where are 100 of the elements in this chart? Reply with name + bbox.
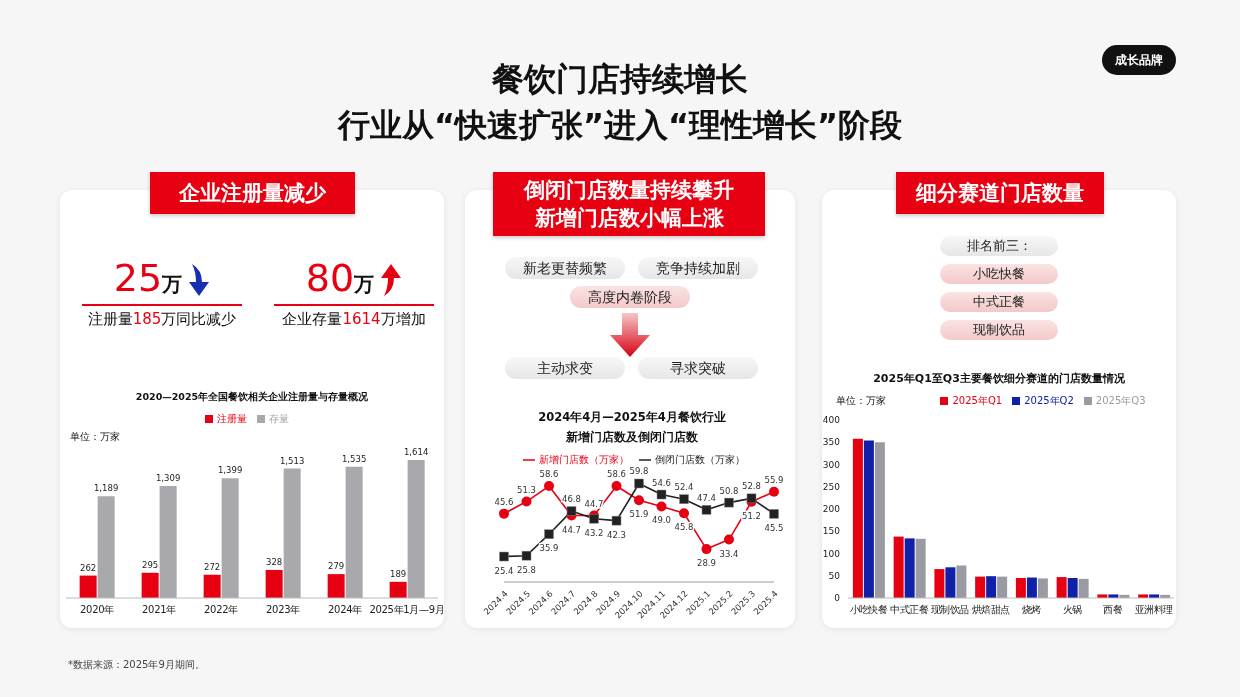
point (634, 495, 644, 506)
x-tick-label: 火锅 (1062, 604, 1083, 616)
chart-title: 2024年4月—2025年4月餐饮行业 (537, 409, 727, 426)
bar (874, 442, 885, 598)
bar (863, 440, 874, 598)
bar (904, 538, 915, 598)
bar (265, 569, 283, 598)
text: 单位：万家 (836, 394, 886, 408)
text: 现制饮品 (940, 320, 1058, 340)
data-label: 262 (80, 562, 97, 573)
legend-label: 2025年Q1 (952, 395, 1003, 406)
data-label: 1,309 (155, 473, 181, 484)
legend-label: 倒闭门店数（万家） (655, 454, 745, 465)
chart-title: 2020—2025年全国餐饮相关企业注册量与存量概况 (134, 390, 370, 404)
data-label: 47.4 (697, 492, 716, 503)
bar (1078, 578, 1089, 598)
text: 行业从“快速扩张”进入“理性增长”阶段 (336, 105, 904, 146)
data-label: 189 (390, 568, 407, 579)
text: 高度内卷阶段 (570, 286, 690, 308)
point (521, 496, 532, 507)
x-tick-label: 亚洲料理 (1134, 604, 1174, 616)
x-tick-label: 烧烤 (1021, 604, 1042, 616)
bar (945, 567, 956, 598)
x-tick-label: 中式正餐 (890, 604, 929, 616)
text: 倒闭门店数量持续攀升 (522, 177, 735, 204)
data-label: 46.8 (562, 494, 581, 505)
y-tick-label: 100 (822, 548, 841, 559)
point (724, 497, 734, 508)
data-label: 45.6 (494, 496, 514, 507)
data-label: 45.5 (764, 522, 784, 533)
data-label: 42.3 (607, 529, 626, 540)
bar (852, 438, 863, 598)
bar (97, 496, 115, 598)
text: *数据来源：2025年9月期间。 (68, 658, 205, 672)
data-label: 52.8 (742, 481, 761, 492)
data-label: 50.8 (719, 485, 739, 496)
legend-label: 2025年Q3 (1095, 395, 1146, 406)
bar (79, 575, 97, 598)
data-label: 58.6 (607, 469, 626, 480)
bar (159, 486, 177, 598)
data-label: 59.8 (629, 466, 649, 477)
point (611, 481, 622, 492)
bar (1015, 577, 1026, 598)
x-tick-label: 2020年 (80, 604, 115, 616)
point (499, 551, 509, 562)
text: 企业注册量减少 (178, 180, 327, 207)
point (679, 508, 689, 519)
legend-label: 新增门店数（万家） (539, 454, 629, 465)
text: 新增门店数小幅上涨 (533, 205, 725, 232)
text: 新老更替频繁 (505, 257, 625, 279)
bar (1056, 577, 1067, 598)
x-tick-label: 2024年 (328, 604, 363, 616)
data-label: 295 (142, 559, 159, 570)
data-label: 25.8 (517, 564, 536, 575)
x-tick-label: 2023年 (266, 604, 301, 616)
point (656, 489, 667, 500)
data-label: 44.7 (562, 524, 581, 535)
text: 寻求突破 (638, 357, 758, 379)
bar (345, 466, 363, 598)
data-label: 51.3 (517, 484, 536, 495)
bar (327, 574, 345, 598)
data-label: 1,513 (279, 455, 305, 466)
chart-subtitle: 新增门店数及倒闭门店数 (565, 429, 699, 446)
data-label: 51.9 (629, 509, 649, 520)
data-label: 28.9 (697, 558, 716, 569)
data-label: 49.0 (652, 515, 671, 526)
data-label: 25.4 (494, 565, 514, 576)
text: 中式正餐 (940, 292, 1058, 312)
y-tick-label: 350 (822, 437, 841, 448)
chart-title: 2025年Q1至Q3主要餐饮细分赛道的门店数量情况 (872, 371, 1126, 387)
point (544, 481, 554, 492)
point (544, 529, 554, 539)
y-tick-label: 200 (822, 504, 841, 515)
bar (141, 572, 159, 598)
x-tick-label: 小吃快餐 (849, 604, 888, 616)
bar (956, 565, 967, 598)
x-tick-label: 2021年 (142, 604, 177, 616)
x-tick-label: 现制饮品 (931, 604, 970, 616)
text: 小吃快餐 (940, 264, 1058, 284)
y-tick-label: 250 (822, 481, 841, 492)
bar (1067, 577, 1078, 598)
text: 单位：万家 (70, 430, 120, 444)
legend-label: 注册量 (217, 413, 247, 424)
data-label: 45.8 (674, 522, 694, 533)
point (656, 501, 667, 512)
bar (283, 468, 301, 598)
text: 企业存量1614万增加 (282, 310, 426, 328)
bar (389, 581, 407, 598)
data-label: 1,189 (93, 483, 119, 494)
data-label: 279 (328, 561, 345, 572)
point (521, 550, 532, 561)
y-tick-label: 400 (822, 415, 841, 426)
text: 25万 (113, 256, 183, 300)
data-label: 43.2 (584, 527, 604, 538)
bar (203, 574, 221, 598)
data-label: 35.9 (539, 543, 559, 554)
bar (997, 576, 1008, 598)
point (701, 544, 712, 555)
point (499, 508, 509, 519)
bar (407, 459, 425, 598)
